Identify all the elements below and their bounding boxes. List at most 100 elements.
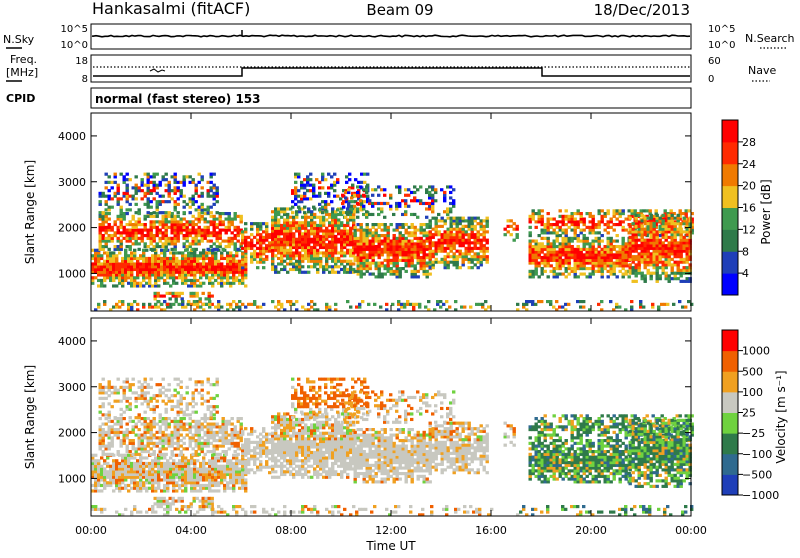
heatmap-cell — [159, 428, 162, 431]
heatmap-cell — [105, 453, 108, 456]
heatmap-cell — [169, 470, 172, 473]
heatmap-cell — [150, 229, 153, 232]
heatmap-cell — [477, 252, 480, 255]
heatmap-cell — [123, 181, 126, 184]
heatmap-cell — [274, 229, 277, 232]
heatmap-cell — [397, 303, 400, 306]
heatmap-cell — [169, 462, 172, 465]
heatmap-cell — [444, 250, 447, 253]
heatmap-cell — [349, 227, 352, 230]
heatmap-cell — [411, 240, 414, 243]
heatmap-cell — [159, 240, 162, 243]
heatmap-cell — [665, 247, 668, 250]
heatmap-cell — [468, 258, 471, 261]
heatmap-cell — [417, 237, 420, 240]
heatmap-cell — [130, 273, 133, 276]
heatmap-cell — [574, 262, 577, 265]
heatmap-cell — [232, 300, 235, 303]
heatmap-cell — [298, 254, 301, 257]
heatmap-cell — [544, 264, 547, 267]
heatmap-cell — [198, 229, 201, 232]
heatmap-cell — [555, 300, 558, 303]
heatmap-cell — [337, 257, 340, 260]
heatmap-cell — [130, 279, 133, 282]
heatmap-cell — [313, 257, 316, 260]
heatmap-cell — [387, 237, 390, 240]
heatmap-cell — [108, 436, 111, 439]
heatmap-cell — [568, 251, 571, 254]
heatmap-cell — [334, 246, 337, 249]
heatmap-cell — [671, 230, 674, 233]
heatmap-cell — [298, 221, 301, 224]
heatmap-cell — [250, 244, 253, 247]
heatmap-cell — [142, 260, 145, 263]
heatmap-cell — [459, 230, 462, 233]
heatmap-cell — [405, 229, 408, 232]
heatmap-cell — [163, 467, 166, 470]
heatmap-cell — [190, 284, 193, 287]
heatmap-cell — [641, 228, 644, 231]
heatmap-cell — [616, 218, 619, 221]
heatmap-cell — [265, 233, 268, 236]
heatmap-cell — [640, 209, 643, 212]
heatmap-cell — [598, 212, 601, 215]
heatmap-cell — [114, 231, 117, 234]
heatmap-cell — [226, 303, 229, 306]
heatmap-cell — [97, 481, 100, 484]
heatmap-cell — [449, 196, 452, 199]
heatmap-cell — [411, 251, 414, 254]
heatmap-cell — [126, 245, 129, 248]
heatmap-cell — [438, 230, 441, 233]
heatmap-cell — [306, 175, 309, 178]
heatmap-cell — [201, 175, 204, 178]
heatmap-cell — [453, 261, 456, 264]
heatmap-cell — [127, 262, 130, 265]
heatmap-cell — [327, 186, 330, 189]
heatmap-cell — [629, 269, 632, 272]
heatmap-cell — [316, 254, 319, 257]
heatmap-cell — [165, 237, 168, 240]
heatmap-cell — [399, 226, 402, 229]
heatmap-cell — [201, 206, 204, 209]
heatmap-cell — [565, 248, 568, 251]
heatmap-cell — [577, 251, 580, 254]
heatmap-cell — [289, 262, 292, 265]
heatmap-cell — [108, 229, 111, 232]
heatmap-cell — [112, 470, 115, 473]
heatmap-cell — [580, 220, 583, 223]
heatmap-cell — [396, 275, 399, 278]
heatmap-cell — [112, 478, 115, 481]
heatmap-cell — [214, 462, 217, 465]
heatmap-cell — [577, 209, 580, 212]
heatmap-cell — [253, 300, 256, 303]
heatmap-cell — [656, 250, 659, 253]
heatmap-cell — [629, 250, 632, 253]
heatmap-cell — [607, 256, 610, 259]
heatmap-cell — [216, 234, 219, 237]
heatmap-cell — [571, 251, 574, 254]
heatmap-cell — [516, 233, 519, 236]
heatmap-cell — [328, 271, 331, 274]
heatmap-cell — [201, 234, 204, 237]
heatmap-cell — [619, 215, 622, 218]
heatmap-cell — [635, 250, 638, 253]
heatmap-cell — [411, 245, 414, 248]
heatmap-cell — [147, 186, 150, 189]
heatmap-cell — [680, 230, 683, 233]
heatmap-cell — [604, 251, 607, 254]
heatmap-cell — [328, 251, 331, 254]
heatmap-cell — [532, 253, 535, 256]
heatmap-cell — [357, 240, 360, 243]
heatmap-cell — [677, 241, 680, 244]
heatmap-cell — [411, 270, 414, 273]
heatmap-cell — [163, 478, 166, 481]
heatmap-cell — [213, 248, 216, 251]
heatmap-cell — [301, 249, 304, 252]
heatmap-cell — [312, 195, 315, 198]
heatmap-cell — [292, 257, 295, 260]
heatmap-cell — [396, 270, 399, 273]
heatmap-cell — [168, 220, 171, 223]
heatmap-cell — [334, 303, 337, 306]
heatmap-cell — [118, 484, 121, 487]
heatmap-cell — [574, 256, 577, 259]
